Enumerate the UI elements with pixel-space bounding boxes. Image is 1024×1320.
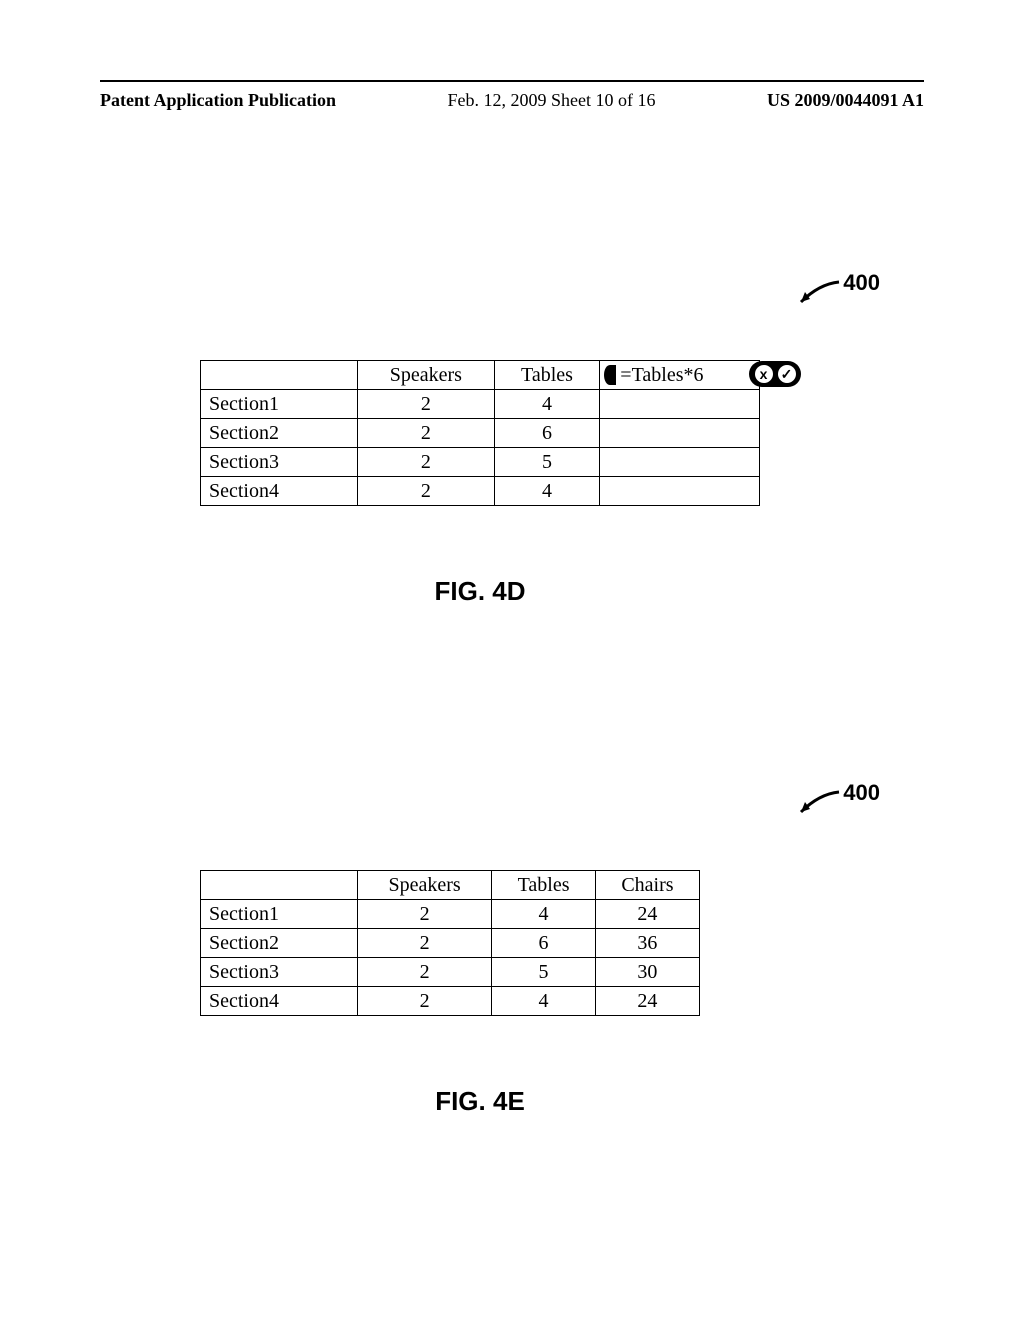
table-row: Section1 2 4 bbox=[201, 390, 760, 419]
cell-speakers: 2 bbox=[358, 390, 495, 419]
cell-tables: 6 bbox=[492, 929, 596, 958]
cell-tables: 6 bbox=[494, 419, 600, 448]
table-row: Section4 2 4 24 bbox=[201, 987, 700, 1016]
cell-speakers: 2 bbox=[358, 958, 492, 987]
table-row: Section4 2 4 bbox=[201, 477, 760, 506]
row-label: Section3 bbox=[201, 448, 358, 477]
row-label: Section4 bbox=[201, 477, 358, 506]
formula-entry-cell[interactable]: =Tables*6 x ✓ bbox=[600, 361, 760, 390]
figure-caption: FIG. 4D bbox=[200, 576, 760, 607]
header-speakers: Speakers bbox=[358, 871, 492, 900]
row-label: Section2 bbox=[201, 419, 358, 448]
reference-number: 400 bbox=[843, 270, 880, 295]
reference-callout: 400 bbox=[843, 780, 880, 806]
table-row: Section3 2 5 bbox=[201, 448, 760, 477]
cancel-button[interactable]: x bbox=[755, 365, 773, 383]
cell-speakers: 2 bbox=[358, 900, 492, 929]
header-tables: Tables bbox=[494, 361, 600, 390]
formula-text: =Tables*6 bbox=[620, 364, 703, 387]
cell-chairs: 24 bbox=[595, 900, 699, 929]
cell-chairs: 24 bbox=[595, 987, 699, 1016]
cell-chairs bbox=[600, 390, 760, 419]
figure-caption: FIG. 4E bbox=[200, 1086, 760, 1117]
page-header: Patent Application Publication Feb. 12, … bbox=[100, 80, 924, 111]
cell-tables: 4 bbox=[494, 390, 600, 419]
header-blank bbox=[201, 361, 358, 390]
table-header-row: Speakers Tables Chairs bbox=[201, 871, 700, 900]
table-row: Section2 2 6 bbox=[201, 419, 760, 448]
cell-speakers: 2 bbox=[358, 929, 492, 958]
cell-chairs: 30 bbox=[595, 958, 699, 987]
formula-confirm-pill: x ✓ bbox=[749, 361, 801, 387]
cell-tables: 4 bbox=[492, 900, 596, 929]
table-row: Section3 2 5 30 bbox=[201, 958, 700, 987]
cell-speakers: 2 bbox=[358, 448, 495, 477]
table-row: Section2 2 6 36 bbox=[201, 929, 700, 958]
table-header-row: Speakers Tables =Tables*6 x ✓ bbox=[201, 361, 760, 390]
header-tables: Tables bbox=[492, 871, 596, 900]
reference-number: 400 bbox=[843, 780, 880, 805]
table-4e: Speakers Tables Chairs Section1 2 4 24 S… bbox=[200, 870, 700, 1016]
figure-4d: 400 Speakers Tables =Tables*6 x ✓ Sectio… bbox=[200, 360, 760, 607]
publication-number: US 2009/0044091 A1 bbox=[767, 90, 924, 111]
table-4d: Speakers Tables =Tables*6 x ✓ Section1 2… bbox=[200, 360, 760, 506]
table-row: Section1 2 4 24 bbox=[201, 900, 700, 929]
sheet-info: Feb. 12, 2009 Sheet 10 of 16 bbox=[448, 90, 656, 111]
leader-arrow-icon bbox=[795, 788, 841, 818]
accept-button[interactable]: ✓ bbox=[778, 365, 796, 383]
header-chairs: Chairs bbox=[595, 871, 699, 900]
cell-chairs bbox=[600, 419, 760, 448]
cell-tables: 4 bbox=[494, 477, 600, 506]
reference-callout: 400 bbox=[843, 270, 880, 296]
cell-speakers: 2 bbox=[358, 419, 495, 448]
cell-tables: 5 bbox=[492, 958, 596, 987]
cell-chairs: 36 bbox=[595, 929, 699, 958]
cell-tables: 4 bbox=[492, 987, 596, 1016]
header-blank bbox=[201, 871, 358, 900]
cell-speakers: 2 bbox=[358, 987, 492, 1016]
cell-chairs bbox=[600, 477, 760, 506]
row-label: Section1 bbox=[201, 390, 358, 419]
cell-tables: 5 bbox=[494, 448, 600, 477]
cell-speakers: 2 bbox=[358, 477, 495, 506]
row-label: Section2 bbox=[201, 929, 358, 958]
header-speakers: Speakers bbox=[358, 361, 495, 390]
cell-chairs bbox=[600, 448, 760, 477]
figure-4e: 400 Speakers Tables Chairs Section1 2 4 … bbox=[200, 870, 760, 1117]
leader-arrow-icon bbox=[795, 278, 841, 308]
publication-label: Patent Application Publication bbox=[100, 90, 336, 111]
row-label: Section4 bbox=[201, 987, 358, 1016]
row-label: Section1 bbox=[201, 900, 358, 929]
text-cursor-icon bbox=[604, 365, 616, 385]
row-label: Section3 bbox=[201, 958, 358, 987]
